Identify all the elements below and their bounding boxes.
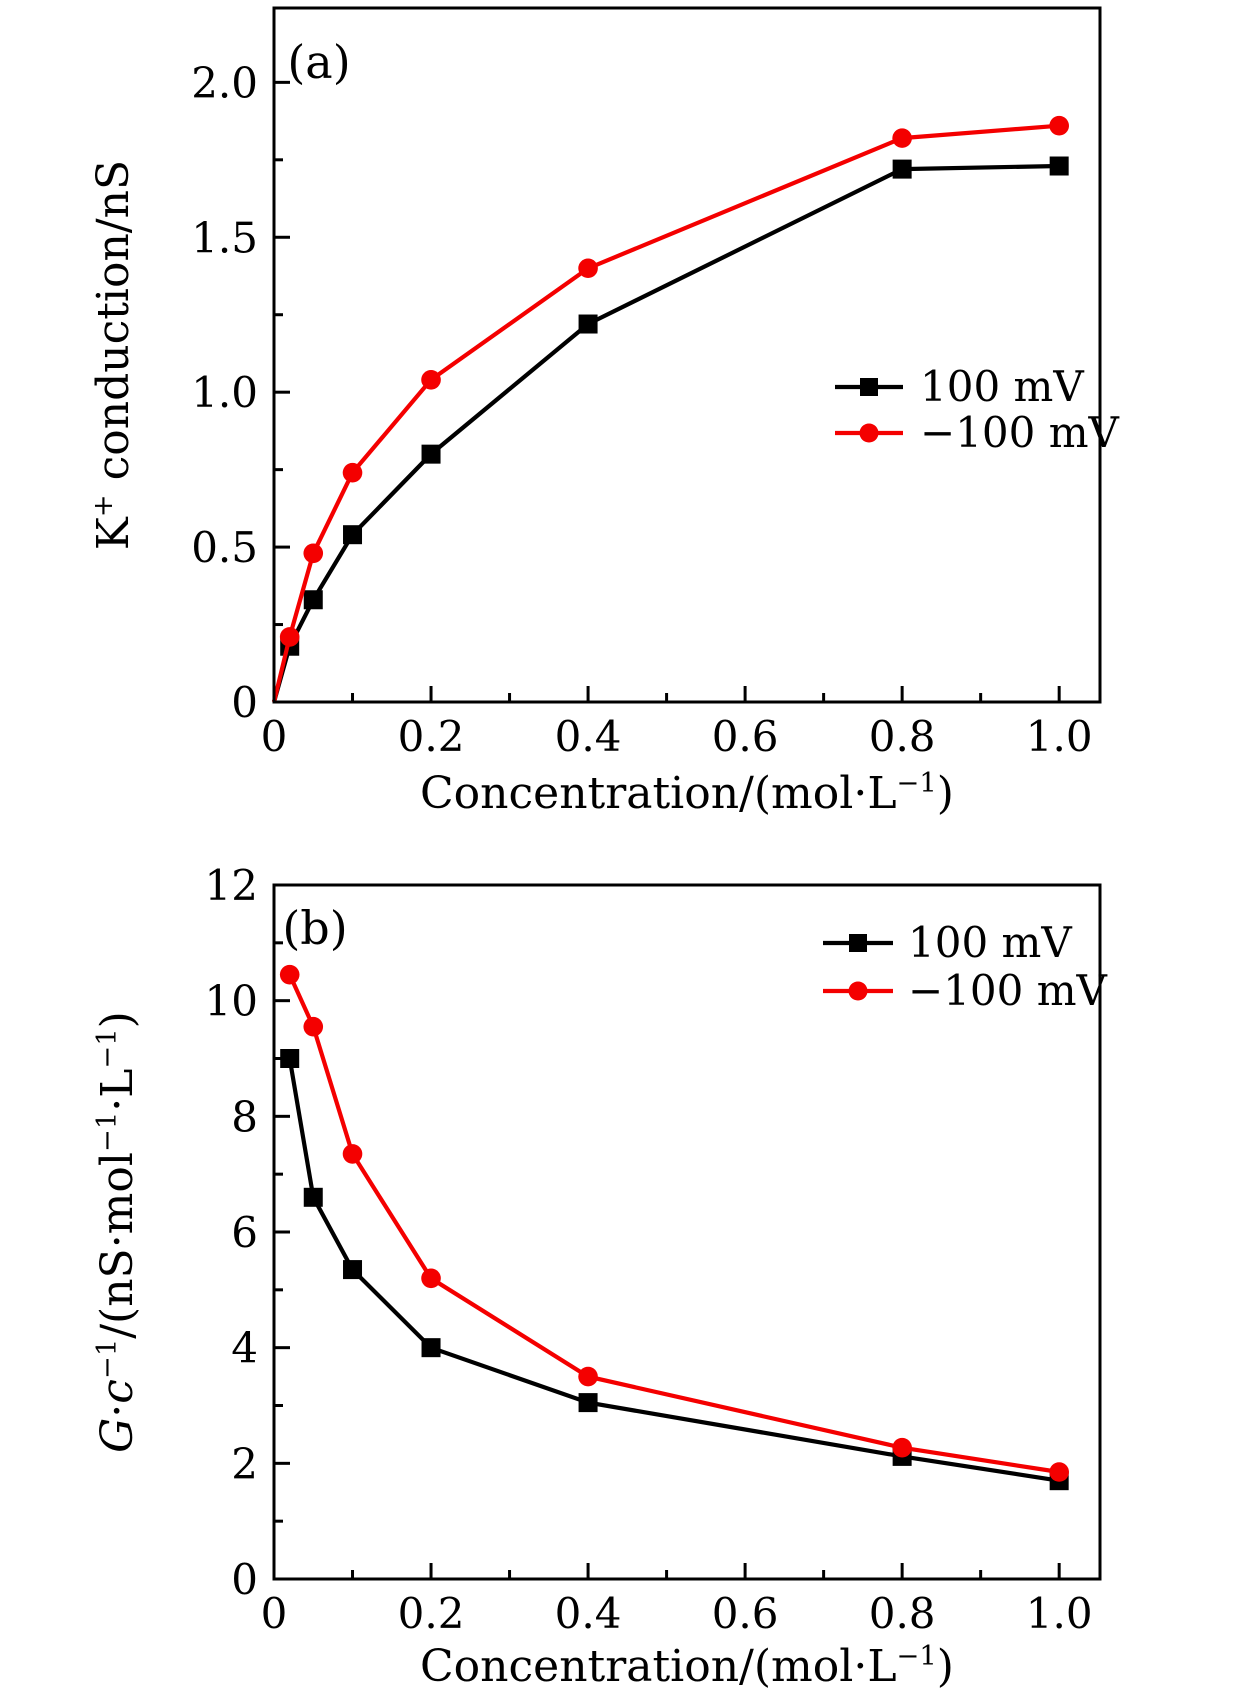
y-tick-label: 1.5 bbox=[191, 213, 258, 262]
data-point-circle bbox=[578, 1366, 598, 1387]
y-tick-label: 2.0 bbox=[191, 58, 258, 107]
data-point-circle bbox=[279, 964, 300, 985]
legend-marker-square bbox=[849, 934, 867, 952]
y-tick-label: 2 bbox=[231, 1439, 258, 1488]
data-point-square bbox=[343, 525, 363, 545]
x-tick-label: 0 bbox=[261, 712, 288, 761]
y-tick-label: 6 bbox=[231, 1208, 258, 1257]
x-tick-label: 0.6 bbox=[712, 712, 779, 761]
panel-b: 0 0.2 0.4 0.6 0.8 1.0 0 2 4 6 8 10 12 Concentration/(… bbox=[92, 861, 1108, 1692]
series-line-circle bbox=[287, 973, 1060, 1475]
legend-label: −100 mV bbox=[920, 408, 1120, 457]
legend-label: −100 mV bbox=[908, 966, 1108, 1015]
data-point-circle bbox=[578, 258, 598, 279]
y-tick-label: 0 bbox=[231, 678, 258, 727]
data-point-circle bbox=[421, 369, 441, 390]
x-tick-label: 1.0 bbox=[1026, 1589, 1093, 1638]
x-tick-label: 1.0 bbox=[1026, 712, 1093, 761]
panel-a: 0 0.2 0.4 0.6 0.8 1.0 0 0.5 1.0 1.5 2.0 Concentrati… bbox=[88, 6, 1120, 819]
x-tick-label: 0.2 bbox=[398, 712, 465, 761]
y-tick-label: 8 bbox=[231, 1092, 258, 1141]
data-point-square bbox=[1049, 156, 1069, 176]
y-tick-label: 12 bbox=[205, 861, 258, 910]
data-point-square bbox=[280, 1049, 300, 1068]
x-tick-label: 0.2 bbox=[398, 1589, 465, 1638]
x-tick-label: 0.4 bbox=[555, 712, 622, 761]
data-point-square bbox=[303, 590, 323, 610]
x-tick-label: 0.4 bbox=[555, 1589, 622, 1638]
legend-label: 100 mV bbox=[920, 362, 1084, 411]
data-point-circle bbox=[303, 543, 324, 564]
data-point-square bbox=[578, 314, 598, 334]
data-point-circle bbox=[892, 128, 912, 148]
data-point-circle bbox=[342, 1144, 363, 1164]
data-point-square bbox=[421, 444, 441, 464]
data-point-circle bbox=[892, 1437, 912, 1458]
legend-marker-circle bbox=[848, 981, 868, 1001]
data-point-square bbox=[578, 1393, 598, 1413]
x-tick-label: 0 bbox=[261, 1589, 288, 1638]
data-point-square bbox=[892, 159, 912, 179]
plot-border bbox=[272, 6, 1102, 704]
y-tick-label: 0 bbox=[231, 1555, 258, 1604]
x-tick-label: 0.8 bbox=[869, 1589, 936, 1638]
y-axis-title: K+ conduction/nS bbox=[88, 160, 139, 550]
data-point-circle bbox=[303, 1016, 324, 1037]
series-line-square bbox=[287, 1058, 1060, 1483]
data-point-square bbox=[343, 1260, 363, 1280]
data-point-circle bbox=[279, 627, 300, 647]
data-point-circle bbox=[1049, 115, 1069, 136]
data-point-square bbox=[421, 1338, 441, 1358]
data-point-square bbox=[303, 1187, 323, 1207]
x-tick-label: 0.8 bbox=[869, 712, 936, 761]
y-tick-label: 10 bbox=[205, 977, 258, 1026]
y-tick-label: 1.0 bbox=[191, 368, 258, 417]
y-tick-label: 0.5 bbox=[191, 523, 258, 572]
legend-marker-square bbox=[860, 378, 878, 396]
data-point-circle bbox=[421, 1268, 441, 1289]
x-axis-title: Concentration/(mol·L−1) bbox=[420, 1641, 954, 1692]
x-axis-title: Concentration/(mol·L−1) bbox=[420, 768, 954, 819]
legend-marker-circle bbox=[859, 423, 879, 443]
legend-label: 100 mV bbox=[908, 918, 1072, 967]
y-tick-label: 4 bbox=[231, 1324, 258, 1373]
legend: 100 mV−100 mV bbox=[835, 362, 1120, 457]
series-line-circle bbox=[271, 123, 1060, 703]
legend: 100 mV−100 mV bbox=[823, 918, 1108, 1015]
panel-label: (b) bbox=[282, 901, 347, 955]
y-axis-title: G·c−1/(nS·mol−1·L−1) bbox=[92, 1011, 143, 1453]
x-tick-label: 0.6 bbox=[712, 1589, 779, 1638]
data-point-circle bbox=[1049, 1462, 1069, 1482]
data-point-circle bbox=[342, 462, 363, 483]
panel-label: (a) bbox=[287, 35, 350, 89]
